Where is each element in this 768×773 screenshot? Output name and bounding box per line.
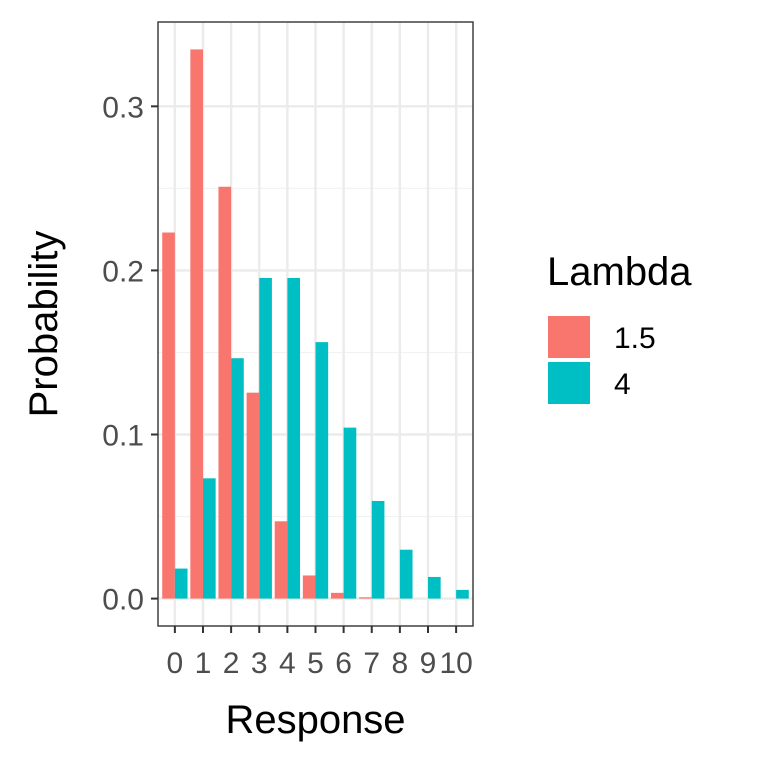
x-tick-label: 4 <box>279 647 296 680</box>
x-tick-label: 2 <box>223 647 240 680</box>
bar-1_5-3 <box>247 393 260 599</box>
bar-4-9 <box>428 577 441 599</box>
legend-title: Lambda <box>547 250 692 294</box>
bar-4-10 <box>456 590 469 599</box>
x-tick-label: 10 <box>439 647 472 680</box>
x-tick-label: 7 <box>363 647 380 680</box>
legend: Lambda 1.54 <box>547 250 692 404</box>
y-axis-title: Probability <box>22 231 66 418</box>
legend-swatch-4 <box>548 362 590 404</box>
bar-4-1 <box>203 478 216 598</box>
x-tick-label: 6 <box>335 647 352 680</box>
bar-1_5-5 <box>303 575 316 598</box>
bar-4-6 <box>344 428 357 599</box>
bar-4-5 <box>316 342 329 598</box>
y-tick-label: 0.0 <box>102 584 144 617</box>
bar-4-8 <box>400 550 413 599</box>
bar-1_5-6 <box>331 593 344 599</box>
bar-1_5-7 <box>359 597 372 598</box>
bar-4-2 <box>231 358 244 598</box>
bar-1_5-0 <box>162 233 175 599</box>
x-tick-label: 9 <box>420 647 437 680</box>
x-tick-label: 5 <box>307 647 324 680</box>
legend-label-4: 4 <box>614 368 631 401</box>
bar-1_5-2 <box>218 187 231 599</box>
bar-4-7 <box>372 501 385 599</box>
legend-items: 1.54 <box>548 316 656 404</box>
bar-4-4 <box>287 278 300 599</box>
x-tick-label: 1 <box>195 647 212 680</box>
bar-4-3 <box>259 278 272 599</box>
bar-4-0 <box>175 569 188 599</box>
legend-label-1_5: 1.5 <box>614 322 656 355</box>
y-tick-label: 0.2 <box>102 255 144 288</box>
x-tick-label: 8 <box>392 647 409 680</box>
y-tick-label: 0.3 <box>102 91 144 124</box>
x-tick-label: 3 <box>251 647 268 680</box>
y-tick-label: 0.1 <box>102 420 144 453</box>
legend-swatch-1_5 <box>548 316 590 358</box>
bar-1_5-4 <box>275 521 288 598</box>
x-tick-label: 0 <box>167 647 184 680</box>
x-axis-title: Response <box>225 698 405 742</box>
bar-1_5-1 <box>190 49 203 598</box>
